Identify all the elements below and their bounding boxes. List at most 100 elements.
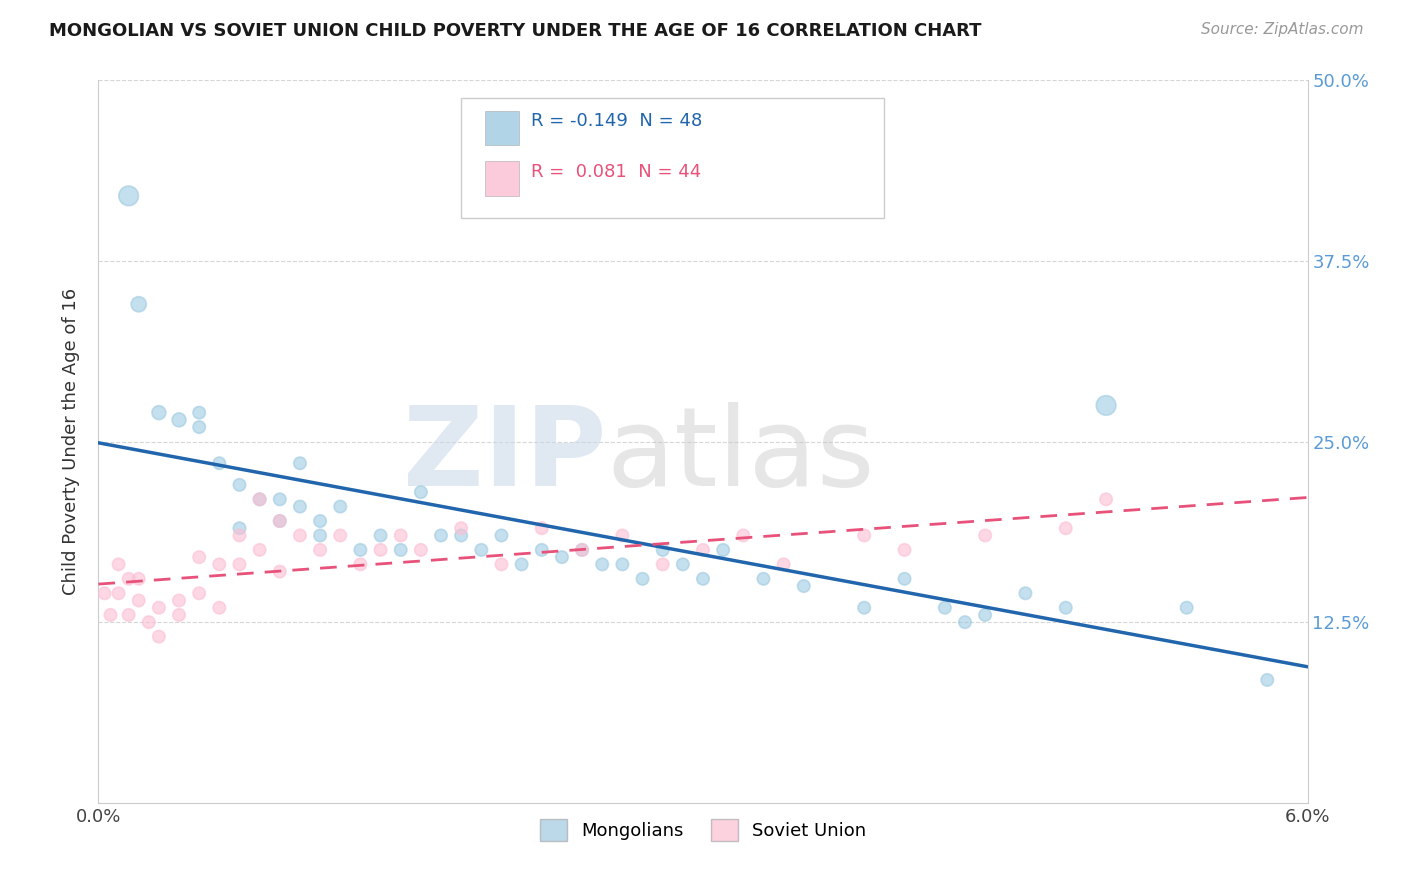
Point [288,528,311,542]
Point [692,542,714,557]
Point [309,514,332,528]
Point [288,500,311,514]
Point [1054,600,1077,615]
Point [1175,600,1198,615]
Point [128,297,150,311]
Point [188,406,211,420]
Point [228,478,250,492]
Point [208,456,231,470]
Point [269,565,291,579]
Point [530,521,553,535]
Point [118,607,141,622]
Point [188,586,211,600]
Point [450,528,472,542]
Point [389,528,412,542]
Point [1095,492,1118,507]
Point [148,600,170,615]
Point [329,528,352,542]
Point [249,492,271,507]
Point [631,572,654,586]
FancyBboxPatch shape [461,98,884,218]
Point [148,630,170,644]
Point [128,593,150,607]
Point [107,586,129,600]
Point [329,500,352,514]
Text: ZIP: ZIP [404,402,606,509]
Point [953,615,976,630]
FancyBboxPatch shape [485,161,519,196]
Point [772,558,794,572]
Point [733,528,755,542]
Text: atlas: atlas [606,402,875,509]
Point [612,528,634,542]
Point [269,492,291,507]
Point [288,456,311,470]
Point [510,558,533,572]
Point [551,550,574,565]
Y-axis label: Child Poverty Under the Age of 16: Child Poverty Under the Age of 16 [62,288,80,595]
Point [711,542,734,557]
Point [893,542,915,557]
Text: Source: ZipAtlas.com: Source: ZipAtlas.com [1201,22,1364,37]
Point [118,572,141,586]
Point [269,514,291,528]
Point [269,514,291,528]
Point [430,528,453,542]
Point [188,550,211,565]
Point [100,607,122,622]
Point [571,542,593,557]
Point [1054,521,1077,535]
Point [208,600,231,615]
Point [1014,586,1036,600]
Point [107,558,129,572]
Text: R =  0.081  N = 44: R = 0.081 N = 44 [531,163,702,181]
Text: MONGOLIAN VS SOVIET UNION CHILD POVERTY UNDER THE AGE OF 16 CORRELATION CHART: MONGOLIAN VS SOVIET UNION CHILD POVERTY … [49,22,981,40]
Point [249,542,271,557]
Point [370,528,392,542]
Point [1095,398,1118,412]
Point [249,492,271,507]
Point [752,572,775,586]
Point [208,558,231,572]
Point [167,607,190,622]
Point [370,542,392,557]
Point [591,558,613,572]
Point [571,542,593,557]
Point [974,607,997,622]
Point [672,558,695,572]
FancyBboxPatch shape [485,111,519,145]
Point [389,542,412,557]
Point [309,542,332,557]
Point [188,420,211,434]
Point [167,593,190,607]
Point [450,521,472,535]
Point [934,600,956,615]
Point [651,558,673,572]
Point [118,189,141,203]
Point [148,406,170,420]
Point [491,558,513,572]
Point [692,572,714,586]
Point [349,558,371,572]
Point [228,521,250,535]
Point [349,542,371,557]
Point [228,558,250,572]
Point [470,542,492,557]
Point [530,542,553,557]
Point [491,528,513,542]
Point [793,579,815,593]
Point [853,600,876,615]
Point [93,586,115,600]
Point [651,542,673,557]
Point [974,528,997,542]
Text: R = -0.149  N = 48: R = -0.149 N = 48 [531,112,703,130]
Point [167,413,190,427]
Point [138,615,160,630]
Point [409,485,432,500]
Point [1256,673,1278,687]
Point [128,572,150,586]
Point [309,528,332,542]
Point [893,572,915,586]
Legend: Mongolians, Soviet Union: Mongolians, Soviet Union [533,812,873,848]
Point [612,558,634,572]
